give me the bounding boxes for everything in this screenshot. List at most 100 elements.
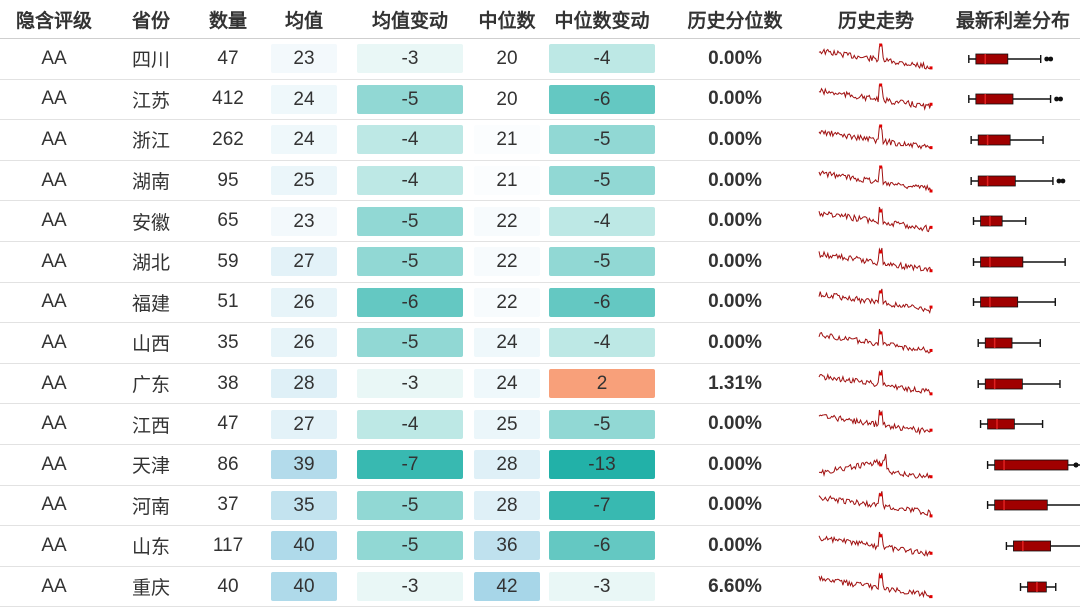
mean-pill: 27 xyxy=(271,247,337,277)
sparkline-end-marker xyxy=(929,268,933,272)
sparkline-chart xyxy=(818,207,933,233)
cell-mean: 40 xyxy=(262,566,346,607)
median-change-pill: -4 xyxy=(549,44,655,74)
median-pill: 42 xyxy=(474,572,540,602)
median-pill: 22 xyxy=(474,206,540,236)
sparkline-end-marker xyxy=(929,348,933,352)
median-pill: 21 xyxy=(474,125,540,155)
table-row[interactable]: AA 湖北 59 27 -5 22 -5 0.00% xyxy=(0,241,1080,283)
cell-rating: AA xyxy=(0,160,108,202)
cell-rating: AA xyxy=(0,282,108,324)
cell-hist-trend xyxy=(806,485,946,527)
cell-hist-trend xyxy=(806,119,946,161)
cell-median: 22 xyxy=(474,282,540,324)
header-count[interactable]: 数量 xyxy=(194,0,262,39)
boxplot-outlier xyxy=(1056,178,1062,183)
table-row[interactable]: AA 江西 47 27 -4 25 -5 0.00% xyxy=(0,403,1080,445)
cell-mean-change: -4 xyxy=(346,119,474,161)
cell-hist-trend xyxy=(806,282,946,324)
mean-pill: 24 xyxy=(271,125,337,155)
header-hist-percentile[interactable]: 历史分位数 xyxy=(664,0,806,39)
cell-spread-distribution xyxy=(946,322,1080,364)
cell-mean-change: -5 xyxy=(346,485,474,527)
cell-spread-distribution xyxy=(946,485,1080,527)
sparkline-line xyxy=(818,491,932,517)
sparkline-line xyxy=(818,84,932,112)
cell-mean-change: -4 xyxy=(346,403,474,445)
cell-median: 21 xyxy=(474,160,540,202)
header-province[interactable]: 省份 xyxy=(108,0,194,39)
sparkline-line xyxy=(818,409,932,436)
mean-change-pill: -5 xyxy=(357,206,463,236)
cell-spread-distribution xyxy=(946,444,1080,486)
table-row[interactable]: AA 重庆 40 40 -3 42 -3 6.60% xyxy=(0,566,1080,607)
boxplot-chart xyxy=(968,53,1054,65)
cell-hist-trend xyxy=(806,241,946,283)
cell-mean: 25 xyxy=(262,160,346,202)
sparkline-chart xyxy=(818,328,933,354)
cell-mean-change: -4 xyxy=(346,160,474,202)
cell-hist-percentile: 0.00% xyxy=(664,38,806,80)
sparkline-peak-marker xyxy=(879,250,883,254)
cell-median: 21 xyxy=(474,119,540,161)
cell-hist-trend xyxy=(806,160,946,202)
table-row[interactable]: AA 江苏 412 24 -5 20 -6 0.00% xyxy=(0,79,1080,121)
header-rating[interactable]: 隐含评级 xyxy=(0,0,108,39)
sparkline-chart xyxy=(818,369,933,395)
sparkline-peak-marker xyxy=(879,534,883,538)
median-pill: 28 xyxy=(474,490,540,520)
sparkline-chart xyxy=(818,43,933,70)
boxplot-box xyxy=(994,459,1069,471)
mean-pill: 24 xyxy=(271,84,337,114)
boxplot-box xyxy=(984,378,1023,389)
sparkline-line xyxy=(818,166,932,191)
cell-rating: AA xyxy=(0,566,108,607)
table-row[interactable]: AA 福建 51 26 -6 22 -6 0.00% xyxy=(0,282,1080,324)
table-row[interactable]: AA 天津 86 39 -7 28 -13 0.00% xyxy=(0,444,1080,486)
table-row[interactable]: AA 山西 35 26 -5 24 -4 0.00% xyxy=(0,322,1080,364)
median-change-pill: -5 xyxy=(549,247,655,277)
cell-count: 51 xyxy=(194,282,262,324)
boxplot-outlier xyxy=(1073,462,1079,468)
cell-rating: AA xyxy=(0,322,108,364)
cell-median: 42 xyxy=(474,566,540,607)
cell-rating: AA xyxy=(0,444,108,486)
cell-median-change: -13 xyxy=(540,444,664,486)
cell-mean: 40 xyxy=(262,525,346,567)
cell-median-change: -6 xyxy=(540,525,664,567)
cell-count: 95 xyxy=(194,160,262,202)
table-row[interactable]: AA 广东 38 28 -3 24 2 1.31% xyxy=(0,363,1080,405)
sparkline-end-marker xyxy=(929,189,933,193)
header-mean[interactable]: 均值 xyxy=(262,0,346,39)
sparkline-peak-marker xyxy=(879,209,883,213)
sparkline-end-marker xyxy=(929,146,933,150)
cell-province: 山东 xyxy=(108,525,194,567)
boxplot-box xyxy=(994,499,1048,511)
table-row[interactable]: AA 浙江 262 24 -4 21 -5 0.00% xyxy=(0,119,1080,161)
sparkline-end-marker xyxy=(929,391,933,395)
cell-mean-change: -3 xyxy=(346,566,474,607)
table-row[interactable]: AA 安徽 65 23 -5 22 -4 0.00% xyxy=(0,200,1080,242)
boxplot-box xyxy=(975,93,1014,105)
sparkline-line xyxy=(818,44,932,70)
cell-count: 262 xyxy=(194,119,262,161)
table-row[interactable]: AA 湖南 95 25 -4 21 -5 0.00% xyxy=(0,160,1080,202)
boxplot-chart xyxy=(970,134,1044,146)
header-median[interactable]: 中位数 xyxy=(474,0,540,39)
header-mean-change[interactable]: 均值变动 xyxy=(346,0,474,39)
sparkline-line xyxy=(818,289,932,315)
cell-count: 47 xyxy=(194,403,262,445)
cell-median-change: -5 xyxy=(540,119,664,161)
boxplot-outlier xyxy=(1060,178,1066,183)
table-row[interactable]: AA 四川 47 23 -3 20 -4 0.00% xyxy=(0,38,1080,80)
boxplot-box xyxy=(980,256,1024,268)
cell-rating: AA xyxy=(0,200,108,242)
table-row[interactable]: AA 河南 37 35 -5 28 -7 0.00% xyxy=(0,485,1080,527)
mean-pill: 28 xyxy=(271,369,337,399)
table-row[interactable]: AA 山东 117 40 -5 36 -6 0.00% xyxy=(0,525,1080,567)
boxplot-chart xyxy=(977,378,1061,389)
cell-hist-percentile: 0.00% xyxy=(664,282,806,324)
header-median-change[interactable]: 中位数变动 xyxy=(540,0,664,39)
cell-count: 35 xyxy=(194,322,262,364)
cell-spread-distribution xyxy=(946,403,1080,445)
